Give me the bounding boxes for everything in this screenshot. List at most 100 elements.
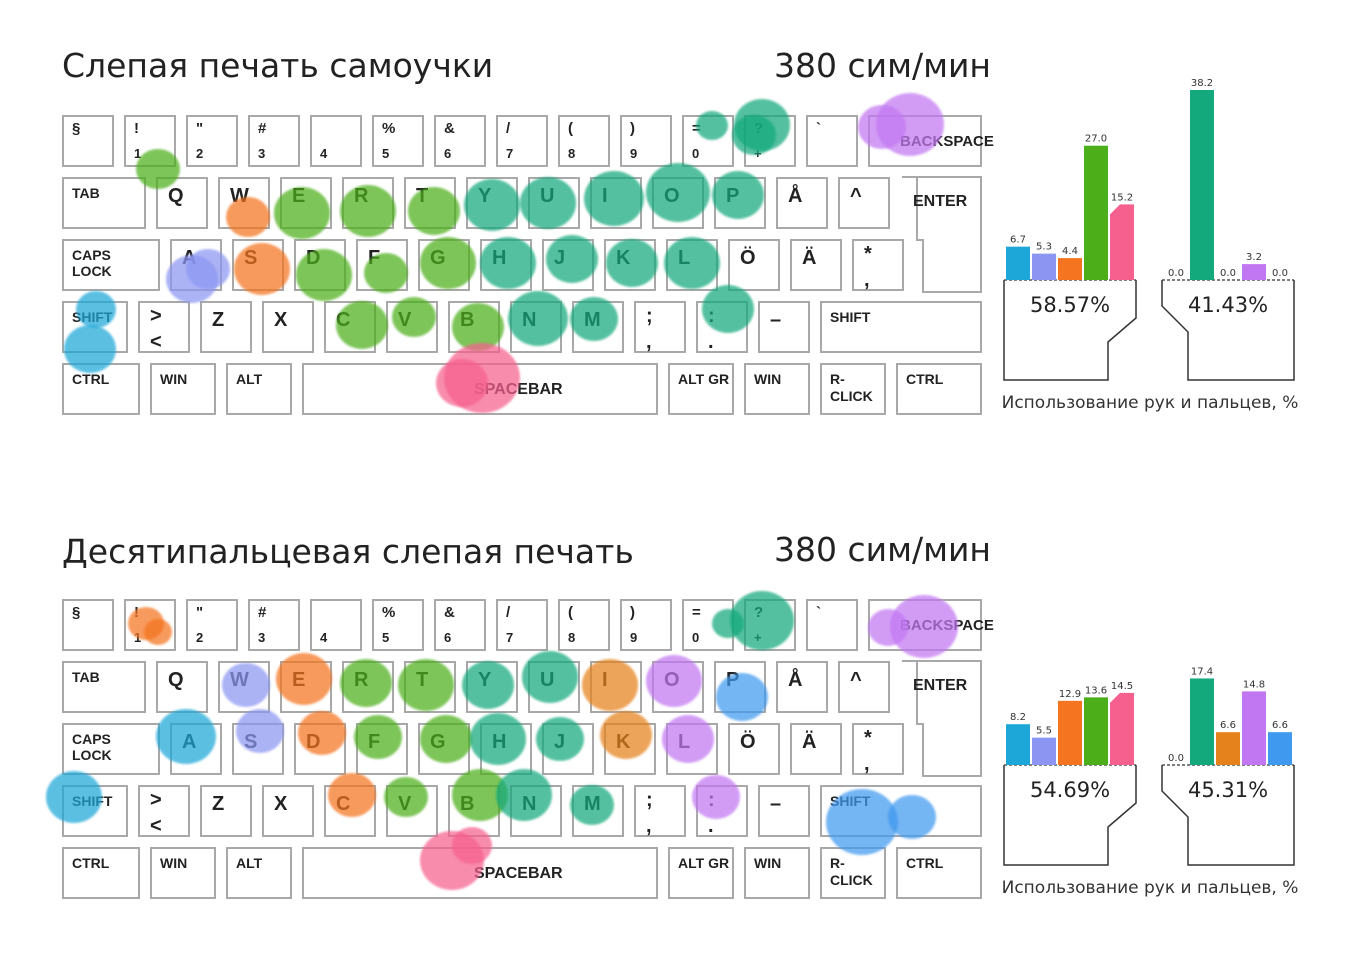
key-label: CTRL	[906, 371, 944, 387]
key-lshift: SHIFT	[62, 301, 128, 353]
key-label: WIN	[160, 371, 188, 387]
key-c: C	[324, 785, 376, 837]
key-label: TAB	[72, 185, 100, 201]
bar-thumb	[1110, 204, 1134, 280]
key-label: 0	[692, 146, 700, 161]
key-label: :	[708, 305, 715, 327]
key-label: Ä	[802, 731, 817, 753]
key-p: P	[714, 177, 766, 229]
key-lwin: WIN	[150, 847, 216, 899]
key-m: M	[572, 785, 624, 837]
key-dash: –	[758, 785, 810, 837]
key-label: H	[492, 731, 507, 753]
key-plus: ? +	[744, 599, 796, 651]
key-label: P	[726, 185, 740, 207]
key-label: CTRL	[72, 855, 110, 871]
key-label: ,	[646, 815, 652, 837]
key-label: T	[416, 185, 429, 207]
key-label: S	[244, 247, 258, 269]
bar-value-label: 14.5	[1111, 681, 1133, 692]
key-caret: ^	[838, 661, 890, 713]
key-star: *,	[852, 239, 904, 291]
key-0: = 0	[682, 599, 734, 651]
key-z: Z	[200, 301, 252, 353]
key-label: 2	[196, 630, 204, 645]
key-backspace: BACKSPACE	[868, 115, 994, 167]
bar-value-label: 6.7	[1010, 235, 1026, 246]
key-r: R	[342, 177, 394, 229]
key-label: E	[292, 669, 306, 691]
key-9: ) 9	[620, 115, 672, 167]
bar-value-label: 38.2	[1191, 78, 1213, 89]
key-rwin: WIN	[744, 847, 810, 899]
keyboard-heatmap-2: §! 1 " 2 #3 4% 5 & 6/7(8) 9 = 0? + ` BACKSPACE TAB Q W E R T…	[46, 591, 994, 899]
key-label: TAB	[72, 669, 100, 685]
key-label: Q	[168, 669, 184, 691]
key-label: R-CLICK	[830, 371, 873, 404]
bar-value-label: 4.4	[1062, 246, 1078, 257]
key-label: 9	[630, 146, 638, 161]
key-label: )	[630, 120, 635, 137]
bar-value-label: 13.6	[1085, 685, 1107, 696]
key-i: I	[590, 661, 642, 713]
bar-value-label: 0.0	[1220, 268, 1236, 279]
key-label: A	[182, 247, 197, 269]
key-label: 5	[382, 630, 390, 645]
key-ltgt: > <	[138, 785, 190, 837]
key-label: BACKSPACE	[900, 617, 994, 634]
key-q: Q	[156, 661, 208, 713]
key-auml: Ä	[790, 723, 842, 775]
key-label: P	[726, 669, 740, 691]
key-altgr: ALT GR	[668, 363, 734, 415]
bar-index	[1190, 90, 1214, 280]
bar-value-label: 5.5	[1036, 726, 1052, 737]
finger-bar-chart: 54.69% 8.2 5.5 12.9 13.6 14.5 45.31% 0.0 17.4 6.6…	[1003, 666, 1295, 866]
key-label: K	[616, 731, 631, 753]
key-rshift: SHIFT	[820, 301, 982, 353]
key-j: J	[542, 723, 594, 775]
key-tick: `	[806, 115, 858, 167]
key-label: X	[274, 309, 288, 331]
key-label: SPACEBAR	[474, 865, 563, 882]
key-label: 1	[134, 146, 142, 161]
panel-1-title: Слепая печать самоучки	[62, 46, 494, 85]
key-label: &	[444, 120, 455, 137]
key-l: L	[666, 723, 718, 775]
key-label: B	[460, 309, 475, 331]
key-dash: –	[758, 301, 810, 353]
key-label: C	[336, 309, 351, 331]
key-label: C	[336, 793, 351, 815]
key-v: V	[386, 785, 438, 837]
key-label: F	[368, 731, 381, 753]
keyboard-heatmap-1: §! 1 " 2 #3 4% 5 & 6/7(8) 9 = 0? + ` BACKSPACE TAB Q W E R T…	[62, 93, 994, 415]
hand-outline	[1161, 765, 1295, 866]
key-label: D	[306, 247, 321, 269]
panel-1-speed: 380 сим/мин	[774, 46, 991, 85]
key-plus: ? +	[744, 115, 796, 167]
key-aring: Å	[776, 177, 828, 229]
right-hand-percent: 41.43%	[1188, 293, 1268, 317]
key-1: ! 1	[124, 599, 176, 651]
key-8: (8	[558, 115, 610, 167]
key-label: 1	[134, 630, 142, 645]
key-label: 7	[506, 146, 514, 161]
key-label: W	[230, 669, 249, 691]
key-label: 6	[444, 630, 452, 645]
bar-value-label: 17.4	[1191, 666, 1213, 677]
key-semi: ;,	[634, 785, 686, 837]
key-label: SHIFT	[72, 309, 113, 325]
key-label: I	[602, 669, 608, 691]
key-g: G	[418, 239, 470, 291]
finger-bar-chart: 58.57% 6.7 5.3 4.4 27.0 15.2 41.43% 0.0 38.2 0.0 3…	[1003, 78, 1295, 381]
bar-pinky	[1006, 246, 1030, 280]
key-label: ^	[850, 669, 862, 691]
bar-value-label: 12.9	[1059, 689, 1081, 700]
key-label: WIN	[754, 371, 782, 387]
key-y: Y	[466, 661, 518, 713]
key-label: .	[708, 331, 714, 353]
key-d: D	[294, 723, 346, 775]
key-label: R-CLICK	[830, 855, 873, 888]
key-label: ALT	[236, 371, 263, 387]
key-6: & 6	[434, 599, 486, 651]
key-label: *	[864, 727, 872, 749]
